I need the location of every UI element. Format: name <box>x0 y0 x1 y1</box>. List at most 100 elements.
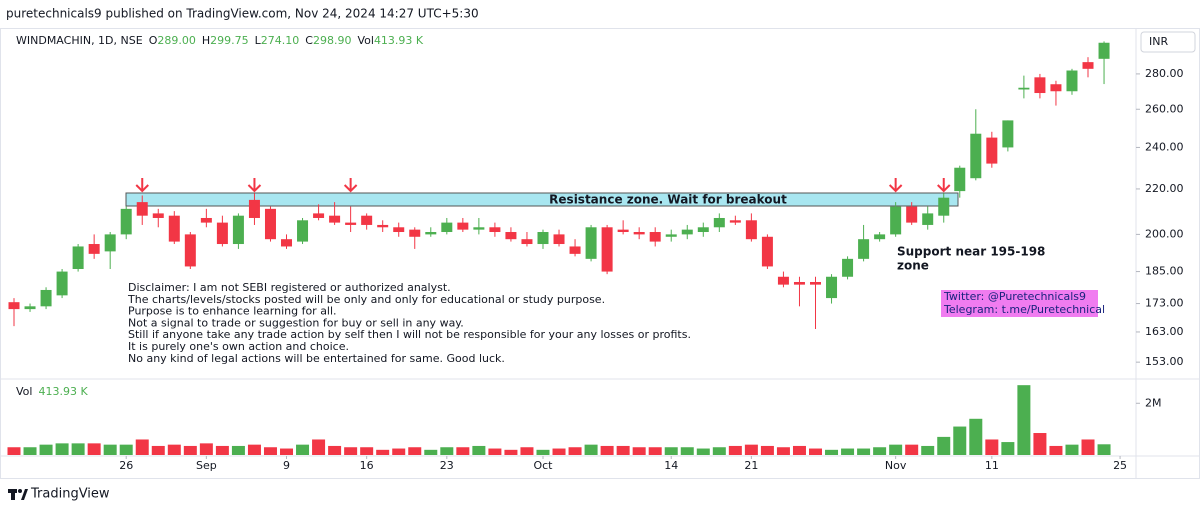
candle-body <box>313 213 325 218</box>
volume-bar <box>488 448 502 455</box>
volume-bar <box>215 445 229 455</box>
candle-body <box>954 167 966 192</box>
volume-bar <box>231 445 245 455</box>
tv-logo <box>8 489 28 500</box>
volume-bar <box>1065 444 1079 455</box>
arrow-head <box>937 184 951 193</box>
candle-body <box>56 271 68 296</box>
ohlc-value: 289.00 <box>157 34 196 47</box>
candle-body <box>281 239 293 247</box>
candle-body <box>104 234 116 252</box>
candle-body <box>970 133 982 179</box>
y-tick-label: 280.00 <box>1145 67 1184 80</box>
volume-bar <box>424 449 438 455</box>
disclaimer-line: No any kind of legal actions will be ent… <box>128 352 505 365</box>
volume-bar <box>873 447 887 455</box>
volume-bar <box>792 445 806 455</box>
x-tick-label: Nov <box>885 459 907 472</box>
y-tick-label: 260.00 <box>1145 102 1184 115</box>
volume-bar <box>135 439 149 455</box>
x-tick-label: 26 <box>119 459 133 472</box>
volume-bar <box>1033 433 1047 455</box>
volume-bar <box>1049 445 1063 455</box>
contact-box <box>941 290 1098 317</box>
candle-body <box>585 227 597 259</box>
candle-body <box>553 234 565 245</box>
volume-bar <box>937 436 951 455</box>
candle-body <box>457 222 469 230</box>
volume-bar <box>584 444 598 455</box>
volume-bar <box>1081 439 1095 455</box>
volume-bar <box>889 444 903 455</box>
x-tick-label: Oct <box>533 459 553 472</box>
disclaimer-line: Still if anyone take any trade action by… <box>128 328 691 341</box>
candle-body <box>826 276 838 299</box>
disclaimer-line: Not a signal to trade or suggestion for … <box>128 316 464 329</box>
candle-body <box>697 227 709 233</box>
candle-body <box>200 217 212 223</box>
candle-body <box>1034 77 1046 94</box>
arrow-head <box>343 184 358 193</box>
candle-body <box>297 220 309 242</box>
volume-bar <box>87 443 101 455</box>
support-label: zone <box>897 259 929 273</box>
arrow-head <box>247 184 262 193</box>
volume-bar <box>1001 442 1015 455</box>
y-tick-label: 185.00 <box>1145 265 1184 278</box>
volume-bar <box>344 447 358 455</box>
candle-body <box>1050 84 1062 92</box>
disclaimer-line: Purpose is to enhance learning for all. <box>128 305 337 318</box>
candle-body <box>890 206 902 235</box>
candle-body <box>1018 87 1030 90</box>
volume-bar <box>520 447 534 455</box>
candle-body <box>152 213 164 218</box>
volume-bar <box>7 447 21 455</box>
ohlc-key: O <box>149 34 158 47</box>
volume-bar <box>969 418 983 455</box>
volume-bar <box>776 447 790 455</box>
candle-body <box>72 246 84 270</box>
arrow-head <box>135 184 149 193</box>
candle-body <box>777 276 789 285</box>
volume-bar <box>696 448 710 455</box>
candle-body <box>793 281 805 285</box>
currency-box <box>1140 31 1196 53</box>
volume-bar <box>825 449 839 455</box>
x-tick-label: 25 <box>1113 459 1127 472</box>
candle-body <box>24 306 36 310</box>
y-tick-label: 220.00 <box>1145 182 1184 195</box>
candle-body <box>1066 70 1078 92</box>
candle-body <box>681 229 693 235</box>
volume-bar <box>905 444 919 455</box>
x-tick-label: 23 <box>440 459 454 472</box>
candle-body <box>441 222 453 233</box>
currency: INR <box>1149 35 1168 48</box>
candle-body <box>906 206 918 223</box>
volume-bar <box>199 443 213 455</box>
candle-body <box>810 281 821 285</box>
candle-body <box>184 234 196 267</box>
volume-bar <box>472 445 486 455</box>
candle-body <box>842 258 854 277</box>
y-tick-label: 173.00 <box>1145 297 1184 310</box>
ohlc-value: 298.90 <box>313 34 352 47</box>
volume-bar <box>953 426 967 455</box>
y-tick-label: 240.00 <box>1145 140 1184 153</box>
volume-bar <box>151 445 165 455</box>
y-tick-label: 153.00 <box>1145 355 1184 368</box>
volume-bar <box>71 443 85 455</box>
volume-bar <box>456 447 470 455</box>
volume-bar <box>744 444 758 455</box>
ohlc-key: H <box>202 34 210 47</box>
candle-body <box>521 239 533 245</box>
x-tick-label: 9 <box>283 459 290 472</box>
candle-body <box>569 246 581 254</box>
candle-body <box>922 213 934 225</box>
volume-bar <box>167 444 181 455</box>
ohlc-value: 299.75 <box>210 34 249 47</box>
volume-bar <box>728 445 742 455</box>
volume-key: Vol <box>16 385 32 398</box>
y-tick-label: 163.00 <box>1145 325 1184 338</box>
candle-body <box>232 215 244 245</box>
